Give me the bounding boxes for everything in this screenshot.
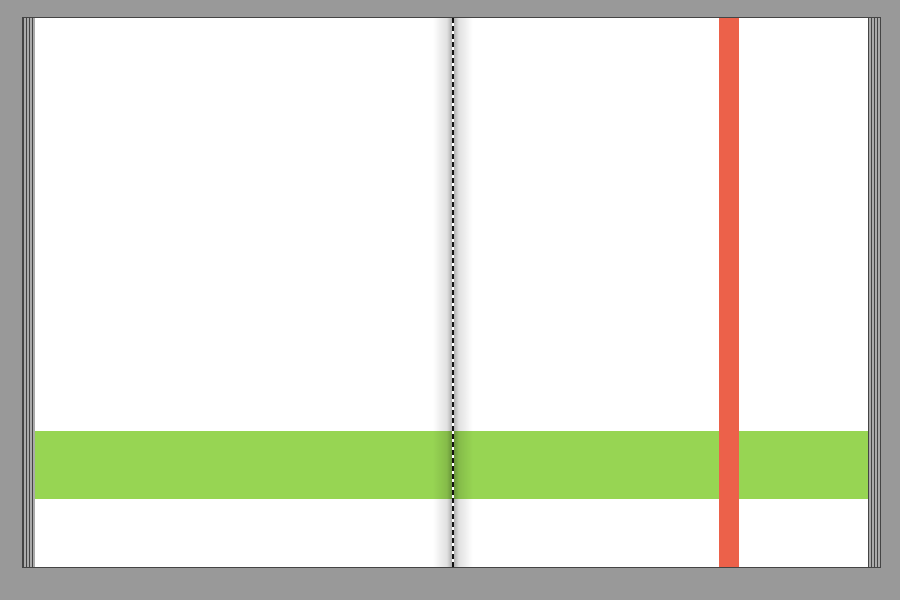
left-page-edges xyxy=(23,18,35,567)
bookmark-ribbon[interactable] xyxy=(719,18,739,567)
spine-dashed-line xyxy=(452,18,454,567)
open-book xyxy=(22,17,881,568)
right-page-edges xyxy=(868,18,880,567)
